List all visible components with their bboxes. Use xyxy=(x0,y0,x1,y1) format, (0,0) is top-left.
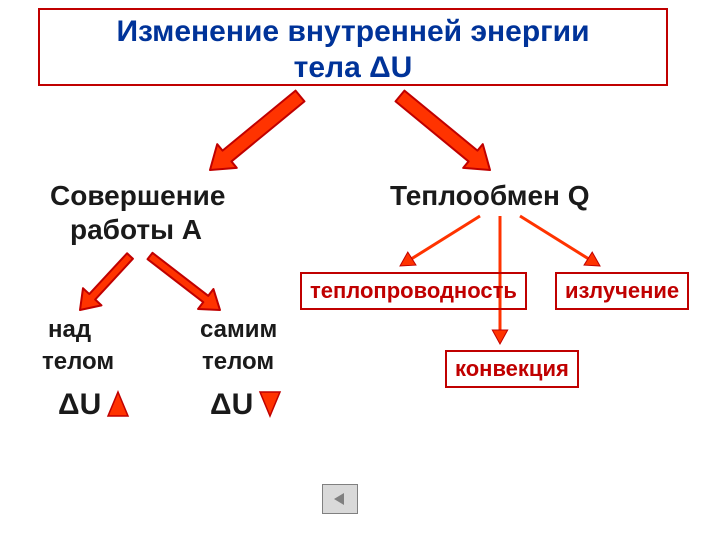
delta-u-up-label: ΔU xyxy=(58,388,101,422)
heat-heading: Теплообмен Q xyxy=(390,180,590,212)
title-line1: Изменение внутренней энергии xyxy=(116,15,589,48)
delta-u-down-label: ΔU xyxy=(210,388,253,422)
back-button[interactable] xyxy=(322,484,358,514)
over-body-l2: телом xyxy=(42,348,114,376)
title-line2: тела ΔU xyxy=(294,51,413,84)
title-box: Изменение внутренней энергии тела ΔU xyxy=(38,8,668,86)
self-body-l2: телом xyxy=(202,348,274,376)
self-body-l1: самим xyxy=(200,316,277,344)
radiation-box: излучение xyxy=(555,272,689,310)
convection-box: конвекция xyxy=(445,350,579,388)
conduction-box: теплопроводность xyxy=(300,272,527,310)
over-body-l1: над xyxy=(48,316,91,344)
work-heading-l2: работы А xyxy=(70,214,202,246)
back-triangle-icon xyxy=(332,491,348,507)
work-heading-l1: Совершение xyxy=(50,180,225,212)
